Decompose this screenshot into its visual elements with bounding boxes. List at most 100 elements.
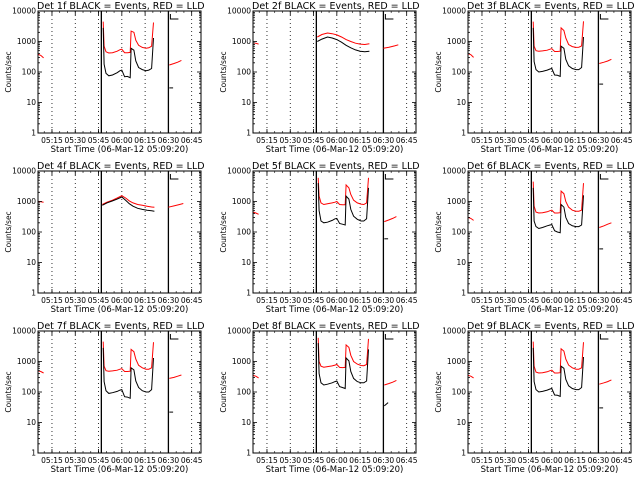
x-tick-label: 06:15 — [349, 136, 371, 145]
y-tick-label: 10000 — [12, 7, 36, 16]
x-tick-label: 06:00 — [326, 456, 348, 465]
lld-series-line — [468, 53, 474, 58]
x-tick-label: 05:45 — [88, 296, 110, 305]
lld-series-line — [253, 374, 259, 379]
y-axis-label: Counts/sec — [219, 211, 228, 252]
lld-series-line — [468, 374, 474, 379]
x-tick-label: 06:00 — [111, 136, 133, 145]
y-tick-label: 1000 — [232, 37, 251, 46]
y-tick-label: 100 — [452, 68, 467, 77]
x-tick-label: 06:30 — [373, 296, 395, 305]
y-tick-label: 100 — [452, 388, 467, 397]
panel-det-3: Det 3f BLACK = Events, RED = LLD 1 10 100 10… — [434, 1, 635, 155]
x-tick-label: 06:30 — [588, 296, 610, 305]
x-tick-label: 06:15 — [134, 296, 156, 305]
x-tick-label: 06:30 — [158, 456, 180, 465]
y-tick-label: 10 — [241, 418, 251, 427]
panel-title: Det 4f BLACK = Events, RED = LLD — [37, 161, 205, 172]
x-tick-label: 05:45 — [518, 136, 540, 145]
panel-title: Det 9f BLACK = Events, RED = LLD — [467, 321, 635, 332]
x-axis-label: Start Time (06-Mar-12 05:09:20) — [51, 145, 189, 155]
y-tick-label: 100 — [22, 388, 37, 397]
events-series-line — [532, 187, 584, 234]
x-tick-label: 06:15 — [564, 456, 586, 465]
lld-series-line — [599, 379, 612, 385]
marker-bracket — [599, 14, 609, 20]
x-tick-label: 05:15 — [256, 456, 278, 465]
x-tick-label: 05:45 — [88, 456, 110, 465]
x-tick-label: 05:15 — [41, 136, 63, 145]
x-tick-label: 05:15 — [41, 296, 63, 305]
x-tick-label: 05:15 — [256, 296, 278, 305]
series-group — [468, 181, 612, 250]
y-tick-label: 10000 — [442, 327, 466, 336]
x-tick-label: 06:15 — [349, 456, 371, 465]
marker-bracket — [599, 334, 609, 340]
lld-series-line — [102, 195, 155, 208]
panel-det-6: Det 6f BLACK = Events, RED = LLD 1 10 100 10… — [434, 161, 635, 315]
x-tick-label: 05:15 — [256, 136, 278, 145]
y-tick-label: 10 — [26, 418, 36, 427]
plot-frame — [252, 330, 417, 454]
marker-bracket — [384, 14, 394, 20]
x-tick-label: 05:30 — [64, 136, 86, 145]
x-tick-label: 06:15 — [134, 456, 156, 465]
series-group — [468, 21, 612, 85]
series-group — [253, 337, 397, 407]
y-tick-label: 10 — [241, 98, 251, 107]
y-tick-label: 1 — [246, 449, 251, 458]
lld-series-line — [532, 181, 584, 214]
y-tick-label: 1000 — [447, 37, 466, 46]
x-tick-label: 06:00 — [541, 136, 563, 145]
panel-title: Det 6f BLACK = Events, RED = LLD — [467, 161, 635, 172]
panel-det-4: Det 4f BLACK = Events, RED = LLD 1 10 100 10… — [4, 161, 205, 315]
y-axis-label: Counts/sec — [434, 211, 443, 252]
y-tick-label: 1 — [461, 129, 466, 138]
y-tick-label: 1 — [246, 129, 251, 138]
events-series-line — [102, 196, 155, 212]
x-tick-label: 05:30 — [64, 456, 86, 465]
plot-frame — [467, 170, 632, 294]
y-tick-label: 100 — [237, 388, 252, 397]
x-tick-label: 06:45 — [611, 296, 633, 305]
y-tick-label: 10 — [241, 258, 251, 267]
x-tick-label: 06:00 — [111, 296, 133, 305]
y-axis-label: Counts/sec — [219, 51, 228, 92]
y-tick-label: 1000 — [17, 37, 36, 46]
series-group — [468, 341, 612, 409]
marker-bracket — [384, 334, 394, 340]
events-series-line — [532, 347, 584, 398]
series-group — [253, 177, 397, 240]
y-axis-label: Counts/sec — [434, 371, 443, 412]
y-tick-label: 10 — [456, 418, 466, 427]
marker-bracket — [384, 174, 394, 180]
y-tick-label: 100 — [237, 228, 252, 237]
x-axis-label: Start Time (06-Mar-12 05:09:20) — [51, 465, 189, 475]
lld-series-line — [38, 53, 44, 59]
x-tick-label: 06:30 — [158, 296, 180, 305]
x-tick-label: 06:30 — [158, 136, 180, 145]
x-axis-label: Start Time (06-Mar-12 05:09:20) — [481, 465, 619, 475]
y-tick-label: 10000 — [12, 327, 36, 336]
x-tick-label: 06:15 — [134, 136, 156, 145]
x-tick-label: 05:30 — [279, 136, 301, 145]
lld-series-line — [169, 374, 182, 379]
y-tick-label: 10000 — [442, 167, 466, 176]
plot-frame — [37, 170, 202, 294]
x-tick-label: 05:15 — [471, 296, 493, 305]
y-tick-label: 100 — [452, 228, 467, 237]
y-tick-label: 1000 — [17, 357, 36, 366]
lld-series-line — [532, 21, 584, 52]
x-tick-label: 05:15 — [41, 456, 63, 465]
panel-title: Det 1f BLACK = Events, RED = LLD — [37, 1, 205, 12]
events-series-line — [102, 27, 154, 79]
lld-series-line — [168, 203, 184, 208]
y-axis-label: Counts/sec — [4, 51, 13, 92]
panel-title: Det 2f BLACK = Events, RED = LLD — [252, 1, 420, 12]
y-tick-label: 10000 — [12, 167, 36, 176]
y-axis-label: Counts/sec — [434, 51, 443, 92]
x-tick-label: 06:45 — [611, 136, 633, 145]
x-tick-label: 06:15 — [564, 136, 586, 145]
y-tick-label: 1 — [246, 289, 251, 298]
x-axis-label: Start Time (06-Mar-12 05:09:20) — [481, 305, 619, 315]
